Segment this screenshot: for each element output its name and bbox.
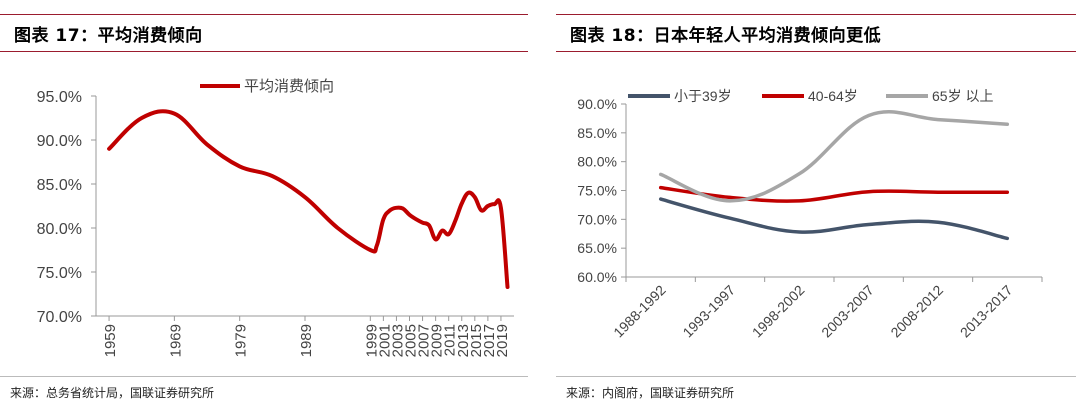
left-y-tick-label: 95.0%: [37, 89, 82, 106]
right-series-line: [658, 185, 1010, 203]
left-x-tick-label: 2019: [494, 324, 511, 357]
left-chart-svg: 70.0% 75.0% 80.0% 85.0% 90.0% 95.0% 1959 1969 19…: [37, 78, 514, 357]
right-x-tick-label: 1988-1992: [610, 282, 669, 341]
right-x-tick-label: 1998-2002: [749, 282, 808, 341]
right-x-tick-label: 2003-2007: [818, 282, 877, 341]
right-y-tick-label: 60.0%: [577, 269, 617, 285]
right-legend-label: 小于39岁: [674, 88, 732, 104]
left-y-tick-label: 80.0%: [37, 221, 82, 238]
left-chart-panel: 图表 17：平均消费倾向 70.0% 75.0% 80.0% 85.0% 90.0% 95…: [0, 0, 528, 411]
left-legend-label: 平均消费倾向: [244, 78, 334, 95]
left-chart-source: 来源：总务省统计局，国联证券研究所: [10, 386, 215, 400]
right-y-tick-label: 65.0%: [577, 240, 617, 256]
right-y-tick-label: 75.0%: [577, 183, 617, 199]
left-series-line: [107, 109, 510, 289]
left-y-tick-label: 75.0%: [37, 265, 82, 282]
right-series-line: [658, 110, 1010, 203]
left-chart-frame: [0, 58, 528, 377]
left-y-tick-label: 85.0%: [37, 177, 82, 194]
left-x-tick-label: 2001: [376, 324, 393, 357]
left-x-tick-label: 1989: [298, 324, 315, 357]
right-x-tick-label: 1993-1997: [679, 282, 738, 341]
right-legend-label: 65岁 以上: [932, 88, 993, 104]
left-x-tick-label: 2007: [416, 324, 433, 357]
left-x-tick-label: 2011: [442, 324, 459, 356]
right-legend-label: 40-64岁: [808, 88, 858, 104]
right-chart-svg: 60.0% 65.0% 70.0% 75.0% 80.0% 85.0% 90.0% 1988-…: [577, 88, 1043, 341]
right-y-tick-label: 85.0%: [577, 125, 617, 141]
right-y-tick-label: 70.0%: [577, 211, 617, 227]
left-x-tick-label: 2013: [455, 324, 472, 357]
right-chart-source: 来源：内阁府，国联证券研究所: [566, 386, 735, 400]
left-y-tick-label: 90.0%: [37, 133, 82, 150]
right-chart-panel: 图表 18：日本年轻人平均消费倾向更低 60.0% 65.0% 70.0% 75.0%…: [556, 0, 1076, 411]
left-chart-title: 图表 17：平均消费倾向: [14, 26, 203, 46]
right-x-tick-label: 2013-2017: [957, 282, 1016, 341]
left-x-tick-label: 1979: [233, 324, 250, 357]
right-series-line: [658, 197, 1010, 241]
left-x-tick-label: 2003: [389, 324, 406, 357]
left-x-tick-label: 1959: [102, 324, 119, 357]
left-x-tick-label: 1999: [363, 324, 380, 357]
right-y-tick-label: 80.0%: [577, 154, 617, 170]
right-chart-header: 图表 18：日本年轻人平均消费倾向更低: [556, 14, 1076, 52]
left-x-tick-label: 1969: [167, 324, 184, 357]
right-chart-frame: [556, 58, 1076, 377]
left-x-tick-label: 2009: [429, 324, 446, 357]
left-chart-header: 图表 17：平均消费倾向: [0, 14, 528, 52]
right-y-tick-label: 90.0%: [577, 96, 617, 112]
right-x-tick-label: 2008-2012: [887, 282, 946, 341]
left-x-tick-label: 2015: [468, 324, 485, 357]
left-x-tick-label: 2005: [403, 324, 420, 357]
left-y-tick-label: 70.0%: [37, 309, 82, 326]
left-x-tick-label: 2017: [481, 324, 498, 357]
right-chart-title: 图表 18：日本年轻人平均消费倾向更低: [570, 26, 882, 46]
